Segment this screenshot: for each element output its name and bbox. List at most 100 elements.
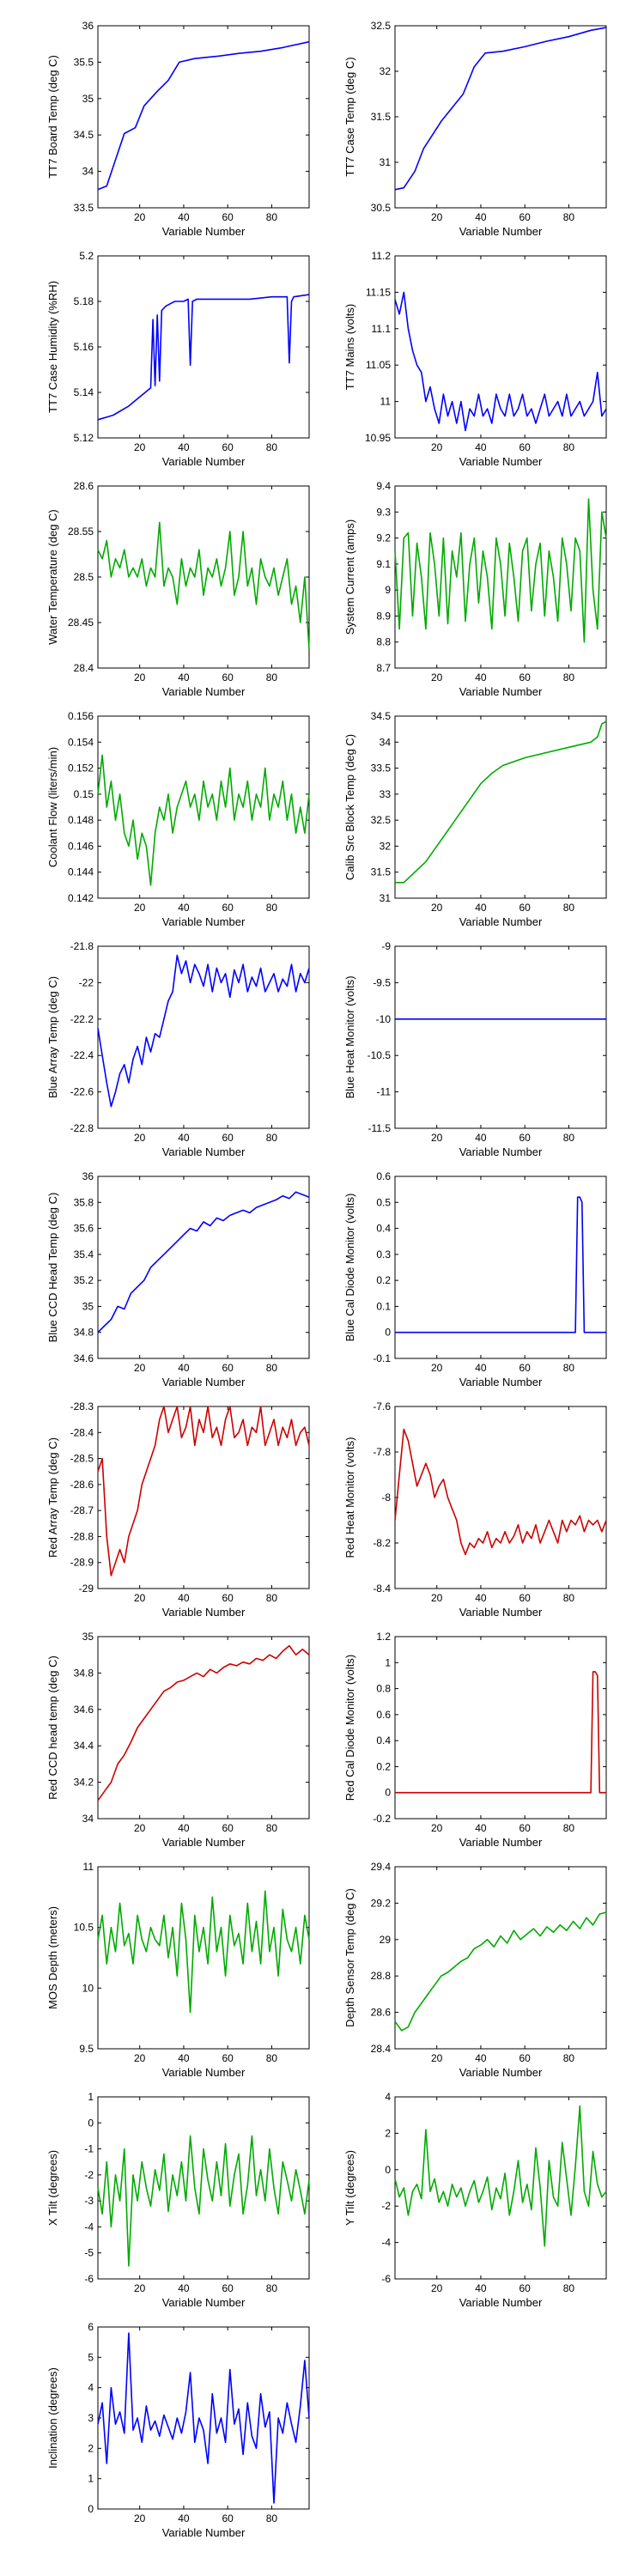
y-tick-label: 35 bbox=[82, 1631, 94, 1643]
x-tick-label: 40 bbox=[178, 2052, 190, 2064]
x-tick-label: 60 bbox=[222, 1132, 234, 1144]
plot-frame bbox=[394, 1636, 607, 1820]
x-tick-label: 20 bbox=[431, 2052, 443, 2064]
y-axis-label: Blue Cal Diode Monitor (volts) bbox=[343, 1194, 356, 1342]
y-tick-label: 35.2 bbox=[74, 1274, 94, 1286]
plot-frame bbox=[97, 1176, 310, 1359]
x-tick-label: 20 bbox=[134, 902, 146, 914]
x-tick-label: 60 bbox=[519, 1822, 532, 1834]
x-axis-label: Variable Number bbox=[459, 455, 543, 468]
plot-frame bbox=[97, 1866, 310, 2050]
y-tick-label: 9.4 bbox=[376, 480, 391, 492]
x-tick-label: 20 bbox=[431, 441, 443, 453]
series-line bbox=[394, 291, 607, 432]
x-tick-label: 80 bbox=[563, 2052, 575, 2064]
y-tick-label: -7.8 bbox=[373, 1446, 391, 1458]
y-tick-label: 4 bbox=[88, 2382, 94, 2394]
x-tick-label: 40 bbox=[178, 441, 190, 453]
series-line bbox=[395, 1196, 606, 1334]
series-line bbox=[394, 2105, 607, 2247]
plot-frame bbox=[394, 715, 607, 899]
plot-frame bbox=[97, 485, 310, 669]
y-tick-label: -22.6 bbox=[70, 1086, 94, 1098]
y-tick-label: -4 bbox=[84, 2221, 94, 2233]
y-tick-label: 0.144 bbox=[68, 866, 94, 878]
x-tick-label: 60 bbox=[222, 2512, 234, 2524]
y-tick-label: 5 bbox=[88, 2351, 94, 2363]
y-tick-label: -3 bbox=[84, 2195, 94, 2207]
y-axis-label: Blue CCD Head Temp (deg C) bbox=[46, 1193, 59, 1343]
x-tick-label: 60 bbox=[519, 902, 532, 914]
y-tick-label: 0.154 bbox=[68, 736, 94, 748]
x-tick-label: 80 bbox=[563, 441, 575, 453]
x-tick-label: 20 bbox=[134, 671, 146, 683]
y-axis-label: Red Cal Diode Monitor (volts) bbox=[343, 1655, 356, 1801]
series-line bbox=[394, 27, 607, 191]
x-tick-label: 40 bbox=[178, 902, 190, 914]
chart-panel-21: 20 40 60 80 0 1 2 3 4 5 6 Variable Number Inclinatio… bbox=[46, 2321, 310, 2539]
x-axis-label: Variable Number bbox=[459, 1836, 543, 1849]
y-axis-label: Red CCD head temp (deg C) bbox=[46, 1656, 59, 1800]
y-tick-label: 5.12 bbox=[74, 432, 94, 444]
y-tick-label: 34.6 bbox=[74, 1352, 94, 1364]
x-tick-label: 40 bbox=[178, 2282, 190, 2294]
y-tick-label: 5.16 bbox=[74, 341, 94, 353]
y-tick-label: -28.8 bbox=[70, 1530, 94, 1542]
y-axis-label: Calib Src Block Temp (deg C) bbox=[343, 734, 356, 880]
y-tick-label: -29 bbox=[79, 1583, 94, 1595]
x-tick-label: 60 bbox=[519, 441, 532, 453]
y-tick-label: -28.5 bbox=[70, 1453, 94, 1465]
x-axis-label: Variable Number bbox=[162, 2296, 246, 2309]
x-axis-label: Variable Number bbox=[162, 225, 246, 238]
x-tick-label: 80 bbox=[266, 671, 278, 683]
plot-frame bbox=[394, 1176, 607, 1359]
y-tick-label: 31.5 bbox=[371, 111, 392, 123]
x-tick-label: 60 bbox=[519, 671, 532, 683]
y-tick-label: 11.1 bbox=[372, 323, 392, 335]
y-tick-label: -6 bbox=[381, 2273, 391, 2285]
x-axis-label: Variable Number bbox=[459, 1145, 543, 1158]
x-tick-label: 20 bbox=[431, 1362, 443, 1374]
x-tick-label: 20 bbox=[134, 211, 146, 223]
y-tick-label: 33.5 bbox=[74, 202, 94, 214]
y-tick-label: 36 bbox=[82, 20, 94, 32]
y-tick-label: 34.5 bbox=[371, 710, 392, 722]
plot-frame bbox=[394, 25, 607, 209]
x-tick-label: 40 bbox=[178, 211, 190, 223]
x-tick-label: 40 bbox=[475, 2282, 487, 2294]
y-tick-label: -0.2 bbox=[373, 1813, 391, 1825]
x-tick-label: 60 bbox=[222, 2282, 234, 2294]
series-line bbox=[97, 1191, 310, 1334]
y-tick-label: 10 bbox=[82, 1982, 94, 1994]
y-tick-label: 0 bbox=[88, 2503, 94, 2515]
y-axis-label: MOS Depth (meters) bbox=[46, 1906, 59, 2009]
y-tick-label: 34 bbox=[380, 736, 392, 748]
chart-panel-9: 20 40 60 80 -22.8 -22.6 -22.4 -22.2 -22 -21.8 Vari… bbox=[46, 940, 310, 1158]
x-tick-label: 60 bbox=[222, 1592, 234, 1604]
x-tick-label: 20 bbox=[431, 2282, 443, 2294]
x-tick-label: 20 bbox=[134, 1132, 146, 1144]
y-tick-label: 0.4 bbox=[376, 1223, 391, 1235]
chart-panel-12: 20 40 60 80 -0.1 0 0.1 0.2 0.3 0.4 0.5 0.6 Variable … bbox=[343, 1170, 607, 1388]
x-tick-label: 40 bbox=[178, 2512, 190, 2524]
x-tick-label: 40 bbox=[178, 1592, 190, 1604]
y-tick-label: 34.8 bbox=[74, 1327, 94, 1339]
y-tick-label: -22 bbox=[79, 976, 94, 988]
x-tick-label: 60 bbox=[222, 1362, 234, 1374]
y-axis-label: Y Tilt (degrees) bbox=[343, 2150, 356, 2226]
x-axis-label: Variable Number bbox=[162, 1376, 246, 1388]
y-tick-label: 28.45 bbox=[68, 617, 94, 629]
plot-frame bbox=[97, 1636, 310, 1820]
chart-panel-15: 20 40 60 80 34 34.2 34.4 34.6 34.8 35 Variable Num… bbox=[46, 1631, 310, 1849]
x-axis-label: Variable Number bbox=[459, 2066, 543, 2079]
chart-panel-20: 20 40 60 80 -6 -4 -2 0 2 4 Variable Number Y Tilt (… bbox=[343, 2091, 607, 2309]
x-tick-label: 20 bbox=[134, 2052, 146, 2064]
y-tick-label: 32.5 bbox=[371, 20, 392, 32]
y-axis-label: Water Temperature (deg C) bbox=[46, 509, 59, 645]
chart-panel-10: 20 40 60 80 -11.5 -11 -10.5 -10 -9.5 -9 Variable N… bbox=[343, 940, 607, 1158]
x-tick-label: 20 bbox=[134, 2282, 146, 2294]
x-tick-label: 40 bbox=[475, 1132, 487, 1144]
plot-frame bbox=[394, 945, 607, 1129]
x-tick-label: 20 bbox=[431, 211, 443, 223]
y-tick-label: 0.1 bbox=[376, 1300, 391, 1312]
